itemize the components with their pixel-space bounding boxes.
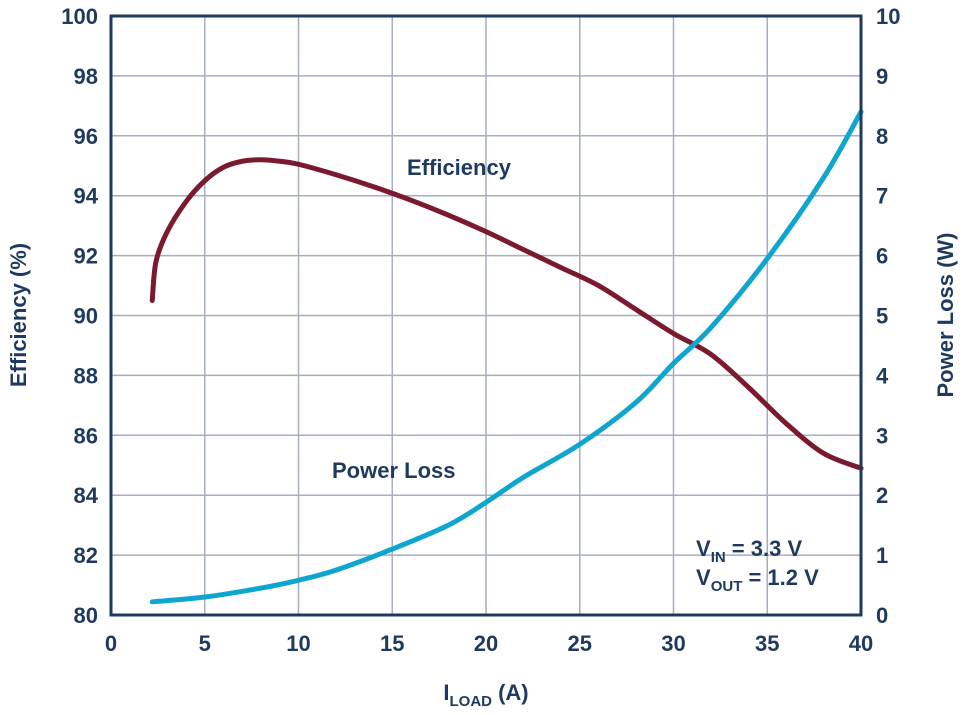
- left-y-tick-label: 90: [74, 304, 98, 329]
- plot-frame: [109, 14, 863, 617]
- left-y-tick-label: 98: [74, 64, 98, 89]
- x-tick-label: 5: [199, 631, 211, 656]
- right-y-tick-label: 7: [876, 184, 888, 209]
- x-axis-title-sub: LOAD: [449, 693, 492, 710]
- right-y-tick-label: 4: [876, 363, 889, 388]
- x-tick-label: 35: [755, 631, 779, 656]
- left-y-tick-label: 92: [74, 244, 98, 269]
- vin-annotation: VIN = 3.3 V: [696, 536, 802, 566]
- x-tick-label: 0: [105, 631, 117, 656]
- x-tick-label: 10: [286, 631, 310, 656]
- grid: [111, 16, 861, 615]
- vin-main: V: [696, 536, 711, 561]
- vout-value: = 1.2 V: [742, 565, 819, 590]
- efficiency-line: [149, 157, 864, 471]
- left-y-tick-label: 86: [74, 423, 98, 448]
- left-y-tick-label: 100: [61, 4, 98, 29]
- left-y-tick-label: 88: [74, 363, 98, 388]
- right-y-tick-label: 1: [876, 543, 888, 568]
- power-loss-series-label: Power Loss: [332, 458, 455, 483]
- x-axis-title-main: I: [443, 680, 449, 705]
- vout-annotation: VOUT = 1.2 V: [696, 565, 819, 595]
- right-y-tick-label: 3: [876, 423, 888, 448]
- left-y-tick-label: 82: [74, 543, 98, 568]
- vin-sub: IN: [711, 549, 726, 566]
- x-tick-label: 15: [380, 631, 404, 656]
- right-y-tick-label: 9: [876, 64, 888, 89]
- efficiency-series-label: Efficiency: [407, 155, 512, 180]
- left-y-tick-label: 94: [74, 184, 99, 209]
- left-y-tick-label: 96: [74, 124, 98, 149]
- vout-main: V: [696, 565, 711, 590]
- series-layer: [149, 109, 864, 605]
- x-tick-label: 40: [849, 631, 873, 656]
- right-y-axis-title: Power Loss (W): [933, 232, 958, 397]
- x-axis-title-unit: (A): [492, 680, 529, 705]
- x-tick-label: 20: [474, 631, 498, 656]
- power-loss-line: [149, 109, 864, 605]
- x-axis-title: ILOAD (A): [443, 680, 528, 710]
- right-y-tick-label: 10: [876, 4, 900, 29]
- right-y-tick-label: 5: [876, 304, 888, 329]
- right-y-tick-label: 6: [876, 244, 888, 269]
- x-tick-label: 25: [568, 631, 592, 656]
- right-y-tick-label: 0: [876, 603, 888, 628]
- left-y-tick-labels: 80 82 84 86 88 90 92 94 96 98 100: [61, 4, 98, 628]
- right-y-tick-label: 8: [876, 124, 888, 149]
- x-tick-label: 30: [661, 631, 685, 656]
- vout-sub: OUT: [711, 578, 743, 595]
- x-tick-labels: 0 5 10 15 20 25 30 35 40: [105, 631, 873, 656]
- right-y-tick-label: 2: [876, 483, 888, 508]
- vin-value: = 3.3 V: [726, 536, 803, 561]
- right-y-tick-labels: 0 1 2 3 4 5 6 7 8 9 10: [876, 4, 900, 628]
- left-y-tick-label: 80: [74, 603, 98, 628]
- left-y-tick-label: 84: [74, 483, 99, 508]
- left-y-axis-title: Efficiency (%): [6, 243, 31, 387]
